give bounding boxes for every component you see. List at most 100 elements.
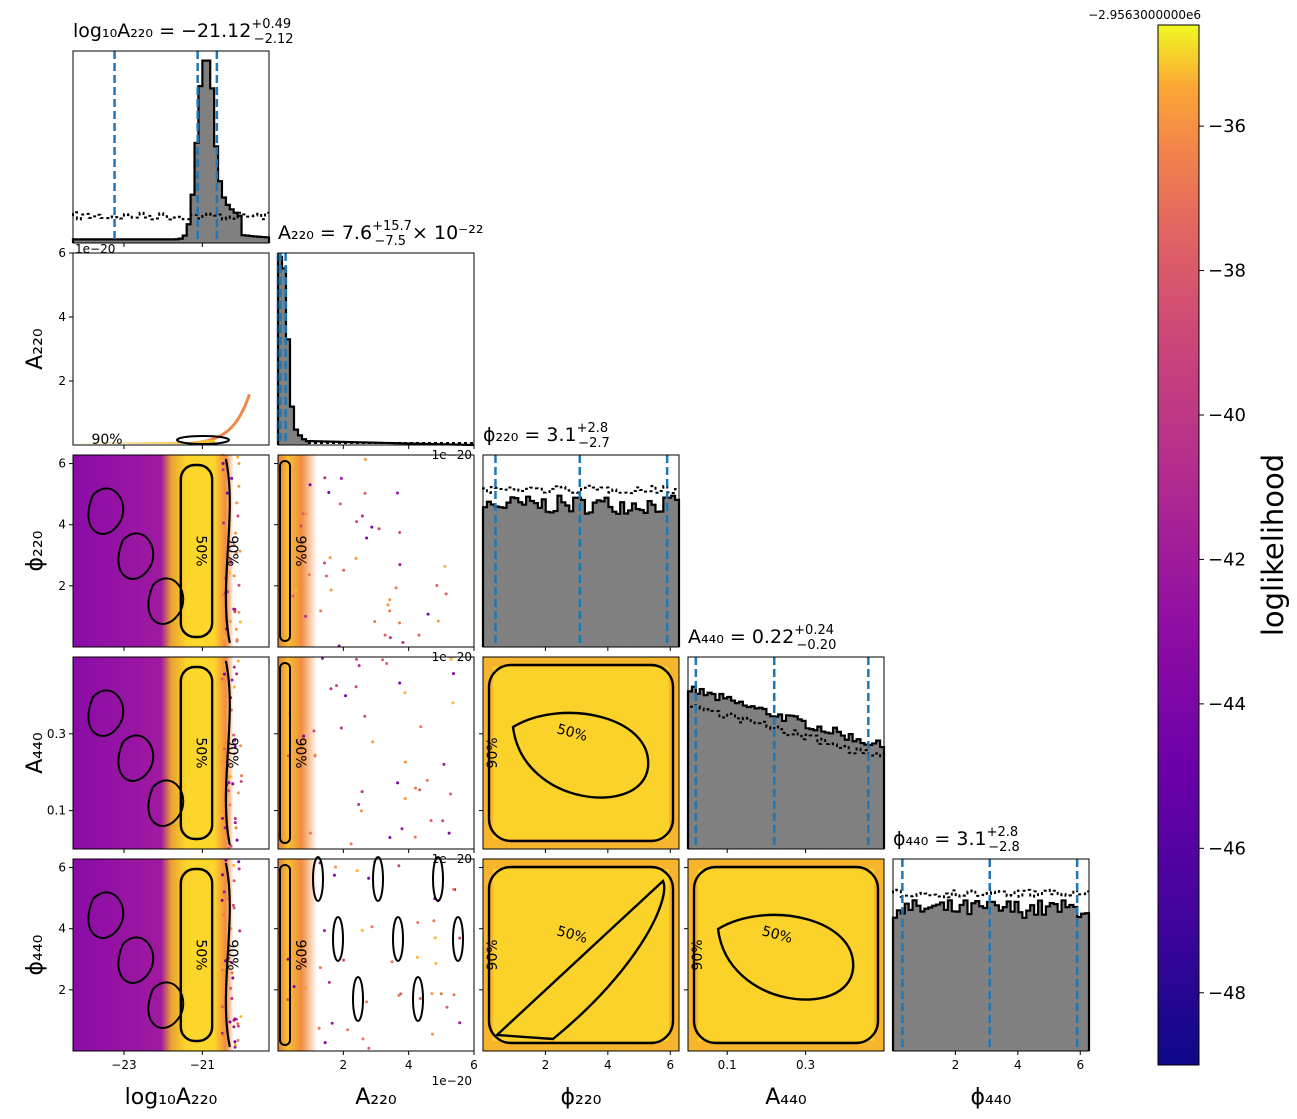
scatter-point xyxy=(236,1024,240,1028)
histogram-bar xyxy=(663,497,668,647)
histogram-bar xyxy=(876,740,881,849)
offset-text: 1e−20 xyxy=(75,242,115,256)
y-tick-label: 6 xyxy=(58,457,66,471)
scatter-point xyxy=(397,993,401,997)
scatter-point xyxy=(363,491,367,495)
histogram-bar xyxy=(182,235,187,243)
histogram-bar xyxy=(840,735,846,849)
x-axis-label: ϕ₂₂₀ xyxy=(561,1085,602,1110)
density-fill xyxy=(278,455,474,647)
scatter-point xyxy=(237,484,241,488)
histogram-outline xyxy=(686,685,886,849)
scatter-point xyxy=(308,831,312,835)
histogram-bar xyxy=(112,239,117,243)
scatter-point xyxy=(228,619,232,623)
histogram-bar xyxy=(1026,910,1031,1051)
histogram-bar xyxy=(782,720,787,849)
contour-90 xyxy=(147,981,185,1029)
histogram-outline xyxy=(71,59,271,243)
histogram-bar xyxy=(545,511,550,647)
scatter-point xyxy=(228,803,232,807)
scatter-point xyxy=(237,610,241,614)
x-tick-label: −23 xyxy=(111,1058,136,1072)
contour-50 xyxy=(179,867,214,1043)
scatter-point xyxy=(291,594,295,598)
histogram-bar xyxy=(856,739,861,849)
scatter-point xyxy=(452,993,456,997)
scatter-point xyxy=(443,564,447,568)
histogram-bar xyxy=(241,235,246,243)
x-tick-label: 4 xyxy=(405,1058,413,1072)
y-tick-label: 2 xyxy=(58,983,66,997)
scatter-point xyxy=(436,619,440,623)
colorbar-tick-label: −40 xyxy=(1208,405,1246,426)
scatter-point xyxy=(403,796,407,800)
scatter-point xyxy=(232,685,236,689)
histogram-bar xyxy=(691,686,697,849)
histogram-bar xyxy=(928,907,933,1051)
histogram-bar xyxy=(265,237,270,243)
scatter-point xyxy=(234,627,238,631)
histogram-bar xyxy=(912,900,917,1051)
y-tick-label: 6 xyxy=(58,246,66,260)
colorbar-tick-label: −36 xyxy=(1208,116,1246,137)
x-tick-label: 4 xyxy=(1014,1058,1022,1072)
x-tick-label: 0.1 xyxy=(718,1058,737,1072)
histogram-bar xyxy=(573,497,578,647)
panel-title: log₁₀A₂₂₀ = −21.12+0.49 −2.12 xyxy=(73,17,294,47)
y-axis-label: ϕ₄₄₀ xyxy=(23,934,48,975)
panel-frame xyxy=(687,656,885,850)
scatter-point xyxy=(222,890,226,894)
scatter-point xyxy=(220,677,224,681)
histogram-bar xyxy=(84,239,89,243)
histogram-bar xyxy=(600,501,605,647)
histogram-bar xyxy=(624,513,629,647)
histogram-bar xyxy=(483,507,488,647)
scatter-point xyxy=(416,920,420,924)
scatter-point xyxy=(220,813,224,817)
scatter-point xyxy=(329,687,333,691)
histogram-bar xyxy=(1085,913,1090,1051)
scatter-point xyxy=(319,609,323,613)
histogram-bar xyxy=(833,727,838,849)
histogram-bar xyxy=(738,701,744,849)
scatter-point xyxy=(383,633,387,637)
histogram-bar xyxy=(703,695,708,849)
contour-90 xyxy=(452,916,464,962)
scatter-point xyxy=(388,836,392,840)
x-tick-label: −21 xyxy=(190,1058,215,1072)
histogram-bar xyxy=(631,503,637,647)
histogram-bar xyxy=(257,236,262,243)
histogram-bar xyxy=(490,504,496,647)
contour-label: 90% xyxy=(485,737,501,768)
scatter-point xyxy=(222,635,226,639)
scatter-point xyxy=(444,592,448,596)
density-core xyxy=(493,667,669,839)
histogram-bar xyxy=(801,720,806,849)
contour-90 xyxy=(117,936,155,984)
scatter-point xyxy=(344,694,348,698)
histogram-bar xyxy=(1022,917,1027,1051)
histogram-bar xyxy=(1018,912,1023,1051)
panel-frame xyxy=(277,252,475,446)
offset-text: 1e−20 xyxy=(432,852,472,866)
x-tick-label: 6 xyxy=(470,1058,478,1072)
panel-frame xyxy=(892,858,1090,1052)
histogram-bar xyxy=(537,507,543,647)
contour-90 xyxy=(87,487,125,535)
contour-label: 90% xyxy=(292,939,308,970)
histogram-bar xyxy=(76,239,82,243)
panel-frame xyxy=(482,858,680,1052)
contour-50 xyxy=(176,435,230,445)
histogram-bar xyxy=(1006,901,1011,1051)
scatter-point xyxy=(228,1020,232,1024)
histogram-bar xyxy=(514,498,519,647)
scatter-point xyxy=(232,739,236,743)
scatter-point xyxy=(312,729,316,733)
contour-90 xyxy=(147,779,185,827)
scatter-point xyxy=(286,998,290,1002)
scatter-point xyxy=(322,929,326,933)
histogram-bar xyxy=(510,497,515,647)
histogram-bar xyxy=(221,197,227,243)
histogram-bar xyxy=(688,691,693,849)
